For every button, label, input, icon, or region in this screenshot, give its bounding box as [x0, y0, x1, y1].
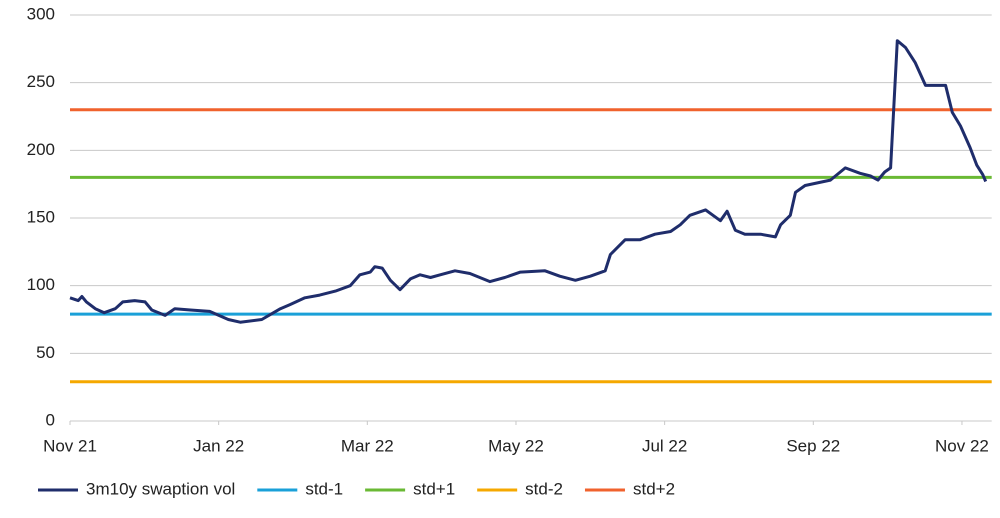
x-tick-label: Sep 22 — [786, 436, 840, 455]
data-line — [69, 39, 988, 324]
x-tick-label: Jan 22 — [193, 436, 244, 455]
legend-label: 3m10y swaption vol — [86, 479, 235, 498]
x-tick-label: Jul 22 — [642, 436, 687, 455]
y-tick-label: 250 — [27, 72, 55, 91]
legend-label: std+1 — [413, 479, 455, 498]
x-tick-label: May 22 — [488, 436, 544, 455]
legend-label: std-1 — [305, 479, 343, 498]
y-tick-label: 200 — [27, 140, 55, 159]
legend-label: std-2 — [525, 479, 563, 498]
y-tick-label: 0 — [46, 410, 55, 429]
x-tick-label: Nov 22 — [935, 436, 989, 455]
y-tick-label: 100 — [27, 275, 55, 294]
legend-label: std+2 — [633, 479, 675, 498]
y-tick-label: 300 — [27, 4, 55, 23]
y-tick-label: 50 — [36, 343, 55, 362]
y-tick-label: 150 — [27, 207, 55, 226]
x-tick-label: Mar 22 — [341, 436, 394, 455]
x-tick-label: Nov 21 — [43, 436, 97, 455]
